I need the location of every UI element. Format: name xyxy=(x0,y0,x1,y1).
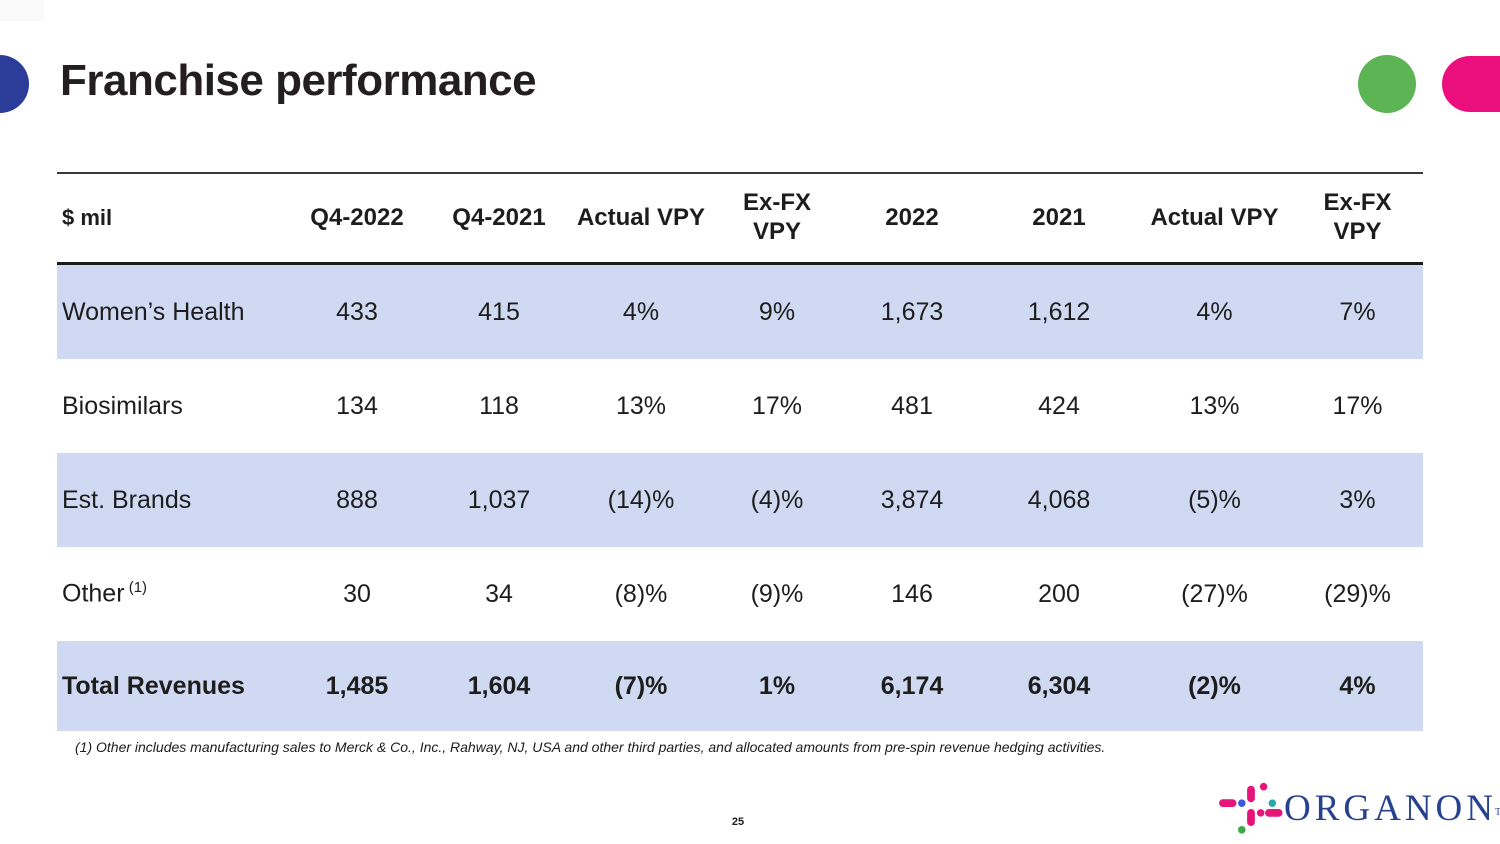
cell-value: 146 xyxy=(891,579,933,608)
cell-value: (27)% xyxy=(1181,579,1248,608)
cell-value: 3% xyxy=(1339,485,1376,514)
cell-value: 3,874 xyxy=(880,485,944,514)
cell-value: 13% xyxy=(1189,391,1240,420)
column-header: Q4-2022 xyxy=(287,173,427,265)
cell-value: 17% xyxy=(751,391,803,420)
cell-value: 4% xyxy=(622,297,660,326)
column-header: Ex-FX VPY xyxy=(1292,173,1423,265)
cell-value: 1,037 xyxy=(467,485,531,514)
accent-pill xyxy=(1442,56,1500,112)
cell-value: 424 xyxy=(1038,391,1080,420)
cell-value: 200 xyxy=(1038,579,1080,608)
cell-value: 1,612 xyxy=(1027,297,1091,326)
column-header: 2021 xyxy=(981,173,1137,265)
row-label: Total Revenues xyxy=(62,671,245,700)
cell-value: 4% xyxy=(1196,297,1233,326)
cell-value: 17% xyxy=(1332,391,1383,420)
cell-value: 4,068 xyxy=(1027,485,1091,514)
organon-logo-icon xyxy=(1219,782,1283,834)
column-header: Actual VPY xyxy=(1137,173,1292,265)
table-header-row: $ mil Q4-2022 Q4-2021 Actual VPY Ex-FX VPY 2… xyxy=(57,173,1423,265)
cell-value: 6,304 xyxy=(1027,671,1091,700)
accent-halfcircle xyxy=(0,55,29,113)
table-body: Women’s Health 433 415 4% 9% 1,673 1,612 4% 7% Bi… xyxy=(57,263,1423,731)
row-label: Women’s Health xyxy=(62,297,245,326)
cell-value: (9)% xyxy=(750,579,804,608)
cell-value: 4% xyxy=(1339,671,1376,700)
page-title: Franchise performance xyxy=(60,56,537,105)
organon-wordmark: ORGANONTM xyxy=(1284,782,1500,835)
cell-value: (4)% xyxy=(750,485,804,514)
cell-value: 1,673 xyxy=(880,297,944,326)
footnote-marker: (1) xyxy=(124,579,148,597)
accent-circle xyxy=(1358,55,1416,113)
unit-label: $ mil xyxy=(57,173,287,265)
cell-value: 118 xyxy=(479,391,519,420)
organon-logo: ORGANONTM xyxy=(1219,782,1500,835)
row-label: Est. Brands xyxy=(62,485,192,514)
cell-value: 13% xyxy=(615,391,667,420)
cell-value: (7)% xyxy=(614,671,668,700)
column-header: 2022 xyxy=(843,173,981,265)
cell-value: 34 xyxy=(485,579,513,608)
cell-value: 1,604 xyxy=(467,671,531,700)
page-number: 25 xyxy=(731,816,745,828)
cell-value: (5)% xyxy=(1188,485,1241,514)
cell-value: 134 xyxy=(336,391,378,420)
cell-value: 30 xyxy=(343,579,371,608)
cell-value: 6,174 xyxy=(880,671,944,700)
performance-table: $ mil Q4-2022 Q4-2021 Actual VPY Ex-FX VPY 2… xyxy=(57,172,1423,731)
row-label: Biosimilars xyxy=(62,391,183,420)
table-row: Total Revenues 1,485 1,604 (7)% 1% 6,174 6,304… xyxy=(57,641,1423,731)
cell-value: 9% xyxy=(758,297,796,326)
table-row: Biosimilars 134 118 13% 17% 481 424 13% 17% xyxy=(57,359,1423,453)
cell-value: 481 xyxy=(891,391,933,420)
cell-value: (8)% xyxy=(614,579,668,608)
cell-value: 1% xyxy=(758,671,796,700)
column-header: Q4-2021 xyxy=(427,173,571,265)
trademark-symbol: TM xyxy=(1495,807,1500,818)
cell-value: (14)% xyxy=(607,485,675,514)
table-row: Women’s Health 433 415 4% 9% 1,673 1,612 4% 7% xyxy=(57,263,1423,359)
column-header: Actual VPY xyxy=(571,173,711,265)
footnote: (1) Other includes manufacturing sales t… xyxy=(75,739,1106,755)
cell-value: 888 xyxy=(336,485,378,514)
cell-value: (2)% xyxy=(1188,671,1241,700)
cell-value: 1,485 xyxy=(325,671,389,700)
organon-wordmark-text: ORGANON xyxy=(1284,788,1497,829)
table-row: Other (1) 30 34 (8)% (9)% 146 200 (27)% (29)% xyxy=(57,547,1423,641)
table-row: Est. Brands 888 1,037 (14)% (4)% 3,874 4,068 (5… xyxy=(57,453,1423,547)
cell-value: (29)% xyxy=(1324,579,1391,608)
column-header: Ex-FX VPY xyxy=(711,173,843,265)
corner-artifact xyxy=(0,0,44,21)
row-label: Other (1) xyxy=(62,579,148,608)
cell-value: 415 xyxy=(478,297,520,326)
cell-value: 433 xyxy=(336,297,378,326)
cell-value: 7% xyxy=(1339,297,1376,326)
